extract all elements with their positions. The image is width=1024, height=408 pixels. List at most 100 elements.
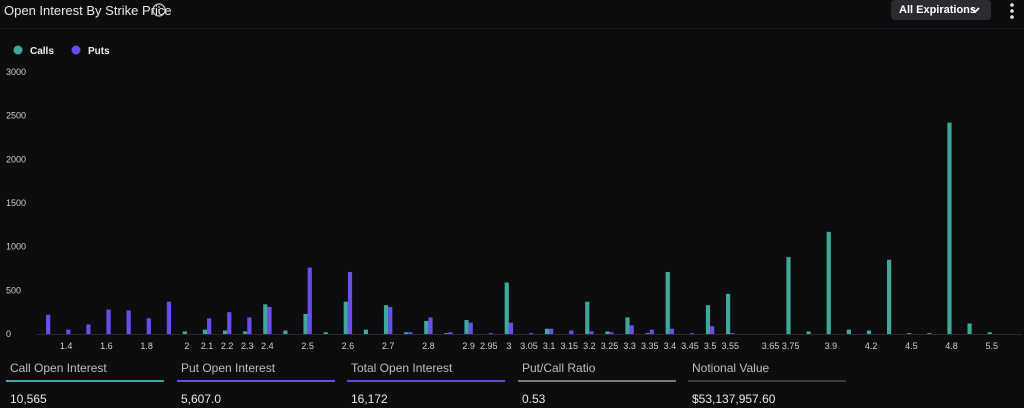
x-tick-label: 3.65 (762, 341, 780, 350)
bar-puts (307, 267, 312, 334)
x-tick-label: 1.4 (60, 341, 73, 350)
x-tick-label: 1.6 (100, 341, 113, 350)
x-tick-label: 4.8 (945, 341, 958, 350)
bar-calls (343, 301, 348, 334)
legend-swatch-puts (71, 45, 81, 55)
x-tick-label: 2 (184, 341, 189, 350)
x-tick-label: 3.35 (641, 341, 659, 350)
stat-underline (688, 380, 846, 382)
stat-value: $53,137,957.60 (692, 392, 776, 406)
bar-calls (645, 333, 650, 334)
x-tick-label: 2.6 (342, 341, 355, 350)
info-icon[interactable] (152, 3, 166, 17)
stat-underline (518, 380, 676, 382)
bar-calls (404, 332, 409, 334)
bar-puts (629, 325, 634, 334)
bar-calls (806, 331, 811, 334)
bar-puts (66, 329, 71, 334)
bar-calls (907, 333, 912, 334)
bar-puts (166, 301, 171, 334)
bar-puts (227, 312, 232, 334)
legend-label-calls: Calls (30, 46, 54, 57)
chart-header: Open Interest By Strike Price All Expira… (0, 0, 1024, 24)
x-tick-label: 3.05 (520, 341, 538, 350)
bars (46, 122, 992, 335)
expirations-label: All Expirations (899, 4, 977, 16)
stat-underline (347, 380, 505, 382)
stat-notional-value: Notional Value $53,137,957.60 (688, 360, 848, 406)
bar-calls (182, 331, 187, 334)
stat-label: Put Open Interest (181, 361, 276, 375)
stat-put-call-ratio: Put/Call Ratio 0.53 (518, 360, 678, 406)
x-tick-label: 3.55 (721, 341, 739, 350)
x-tick-label: 2.2 (221, 341, 234, 350)
bar-calls (464, 320, 469, 334)
bar-puts (86, 324, 91, 334)
chart-legend: Calls Puts (13, 45, 110, 57)
bar-calls (967, 323, 972, 334)
bar-calls (363, 329, 369, 334)
bar-calls (726, 293, 731, 334)
bar-puts (669, 328, 675, 334)
bar-calls (444, 333, 449, 334)
bar-puts (106, 309, 111, 334)
bar-puts (569, 330, 574, 334)
bar-calls (605, 331, 610, 334)
x-tick-label: 2.9 (462, 341, 475, 350)
y-tick-label: 2500 (6, 111, 26, 121)
x-tick-label: 3.5 (704, 341, 717, 350)
bar-puts (126, 310, 131, 334)
stat-put-open-interest: Put Open Interest 5,607.0 (177, 360, 337, 406)
x-tick-label: 3.15 (560, 341, 578, 350)
x-tick-label: 3.9 (825, 341, 838, 350)
chevron-down-icon (970, 7, 980, 14)
bar-puts (267, 306, 272, 334)
bar-calls (283, 330, 288, 334)
bar-puts (730, 333, 735, 334)
bar-puts (609, 332, 614, 334)
bar-calls (665, 271, 670, 334)
bar-calls (947, 122, 952, 335)
stat-label: Call Open Interest (10, 361, 107, 375)
x-tick-label: 3.2 (583, 341, 596, 350)
bar-puts (508, 322, 514, 334)
vertical-ellipsis-icon[interactable] (1006, 2, 1018, 20)
x-tick-label: 3.1 (543, 341, 556, 350)
bar-puts (488, 333, 493, 334)
y-tick-label: 500 (6, 285, 21, 295)
bar-calls (544, 328, 550, 334)
bar-calls (202, 329, 208, 334)
stat-underline (6, 380, 164, 382)
bar-calls (887, 259, 892, 334)
bar-puts (468, 322, 473, 334)
bar-puts (529, 333, 534, 334)
header-divider (0, 28, 1024, 29)
bar-calls (243, 331, 248, 334)
stat-label: Put/Call Ratio (522, 361, 596, 375)
y-tick-label: 2000 (6, 154, 26, 164)
stat-underline (177, 380, 335, 382)
stat-label: Total Open Interest (351, 361, 453, 375)
bar-calls (263, 304, 268, 334)
bar-calls (222, 330, 228, 334)
bar-puts (589, 331, 594, 334)
x-tick-label: 3.4 (664, 341, 677, 350)
bar-calls (866, 330, 872, 334)
bar-calls (323, 332, 328, 334)
page-title: Open Interest By Strike Price (4, 3, 172, 18)
bar-calls (927, 333, 932, 334)
x-tick-label: 3.3 (623, 341, 636, 350)
legend-swatch-calls (13, 45, 23, 55)
bar-puts (207, 318, 212, 334)
bar-puts (689, 333, 695, 334)
bar-calls (383, 305, 389, 334)
x-tick-label: 3.25 (601, 341, 619, 350)
legend-label-puts: Puts (88, 46, 110, 57)
bar-calls (625, 317, 630, 334)
stats-footer: Call Open Interest 10,565 Put Open Inter… (0, 360, 1024, 408)
bar-calls (846, 329, 851, 334)
bar-puts (347, 271, 353, 334)
expirations-dropdown[interactable]: All Expirations (891, 0, 991, 20)
bar-calls (705, 305, 711, 334)
